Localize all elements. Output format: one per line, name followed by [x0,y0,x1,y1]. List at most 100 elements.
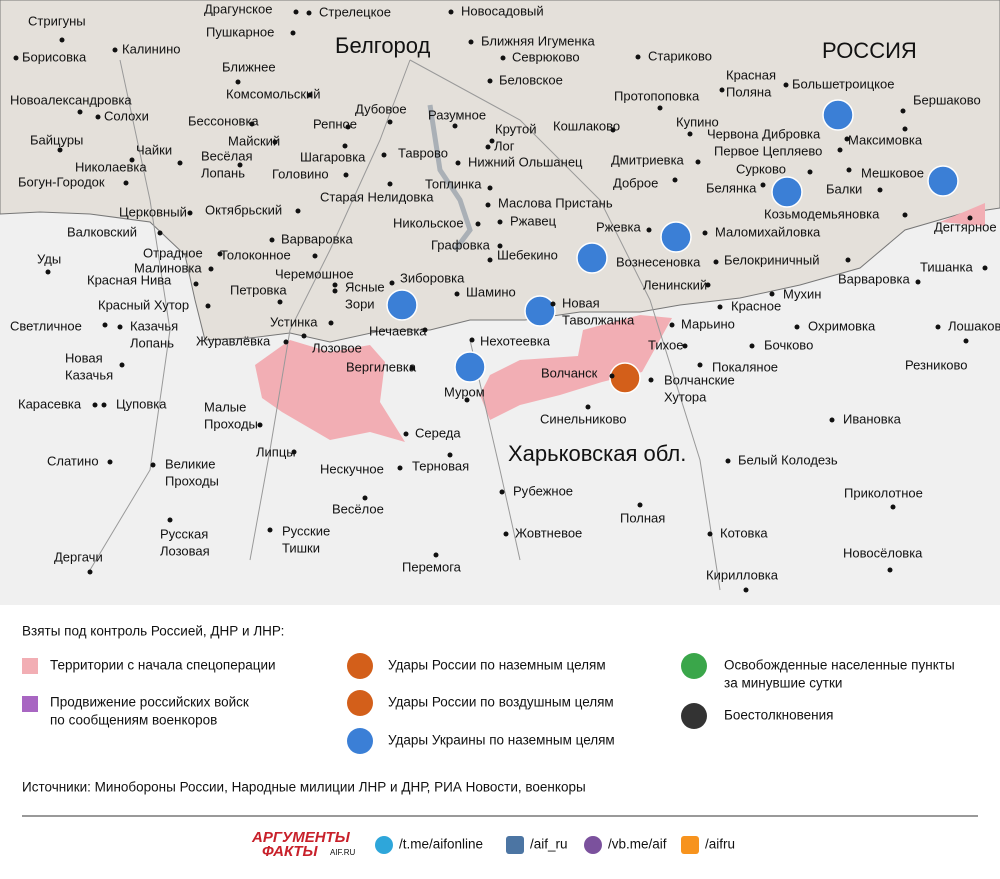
place-dot [695,159,701,165]
place-dot [489,138,495,144]
place-dot [208,266,214,272]
place-label: Жовтневое [515,525,582,540]
place-label: Топлинка [425,176,482,191]
place-dot [167,517,173,523]
legend-icon [681,653,707,679]
place-dot [57,147,63,153]
place-label: Волчанские [664,372,735,387]
place-dot [469,337,475,343]
place-dot [332,288,338,294]
place-dot [422,327,428,333]
place-label: Максимовка [848,132,923,147]
legend-label: за минувшие сутки [724,676,842,691]
place-dot [807,169,813,175]
place-dot [343,172,349,178]
place-dot [783,82,789,88]
place-dot [585,404,591,410]
place-label: Доброе [613,175,658,190]
place-label: Кирилловка [706,567,779,582]
place-label: Протопоповка [614,88,700,103]
place-label: Ближнее [222,59,276,74]
legend-label: Удары России по воздушным целям [388,695,614,710]
place-dot [707,531,713,537]
place-dot [290,30,296,36]
place-label: Охримовка [808,318,876,333]
place-dot [452,123,458,129]
place-label: Малиновка [134,260,202,275]
place-dot [499,489,505,495]
place-dot [381,152,387,158]
legend-label: Продвижение российских войск [50,695,249,710]
place-label: Середа [415,425,461,440]
link[interactable]: /aif_ru [530,837,568,852]
place-label: Весёлое [332,501,384,516]
place-dot [301,333,307,339]
link[interactable]: /aifru [705,837,735,852]
strike-icon [822,99,854,131]
place-dot [295,208,301,214]
place-dot [743,587,749,593]
place-dot [609,373,615,379]
place-label: Русские [282,523,330,538]
place-label: Николаевка [75,159,147,174]
legend-label: Удары России по наземным целям [388,658,606,673]
legend-icon [347,690,373,716]
place-dot [487,185,493,191]
place-label: Мешковое [861,165,924,180]
place-dot [129,157,135,163]
place-label: Варваровка [281,231,353,246]
place-label: Сурково [736,161,786,176]
place-label: Великие [165,456,216,471]
place-label: Богун-Городок [18,174,105,189]
place-dot [497,219,503,225]
place-label: Нехотеевка [480,333,551,348]
link[interactable]: /vb.me/aif [608,837,667,852]
link[interactable]: /t.me/aifonline [399,837,483,852]
place-dot [249,121,255,127]
place-dot [193,281,199,287]
place-dot [328,320,334,326]
place-label: Шебекино [497,247,558,262]
legend-label: Боестолкновения [724,708,833,723]
place-label: Новая [562,295,600,310]
place-label: Маслова Пристань [498,195,613,210]
legend-label: Удары Украины по наземным целям [388,733,615,748]
occupied-area [940,203,985,226]
place-label: Красная [726,67,776,82]
place-label: Ржевка [596,219,641,234]
place-label: Бочково [764,337,813,352]
place-label: Казачья [130,318,178,333]
place-label: Марьино [681,316,735,331]
place-label: Бершаково [913,92,981,107]
place-dot [150,462,156,468]
place-label: Волчанск [541,365,598,380]
place-dot [45,269,51,275]
place-label: Светличное [10,318,82,333]
legend-icon [347,728,373,754]
place-dot [13,55,19,61]
strike-icon [386,289,418,321]
place-label: Мухин [783,286,821,301]
place-dot [123,180,129,186]
region-label: Харьковская обл. [508,441,686,466]
legend-icon [681,703,707,729]
place-dot [503,531,509,537]
place-dot [487,78,493,84]
place-dot [935,324,941,330]
place-dot [646,227,652,233]
place-label: Зиборовка [400,270,465,285]
place-dot [307,92,313,98]
place-label: Новосадовый [461,3,544,18]
place-dot [107,459,113,465]
place-dot [702,230,708,236]
place-label: Белый Колодезь [738,452,838,467]
place-label: Новоалександровка [10,92,132,107]
place-dot [845,257,851,263]
place-label: Красный Хутор [98,297,189,312]
legend-swatch [22,658,38,674]
place-dot [267,527,273,533]
place-dot [257,422,263,428]
place-label: Маломихайловка [715,224,821,239]
place-dot [92,402,98,408]
place-dot [272,139,278,145]
